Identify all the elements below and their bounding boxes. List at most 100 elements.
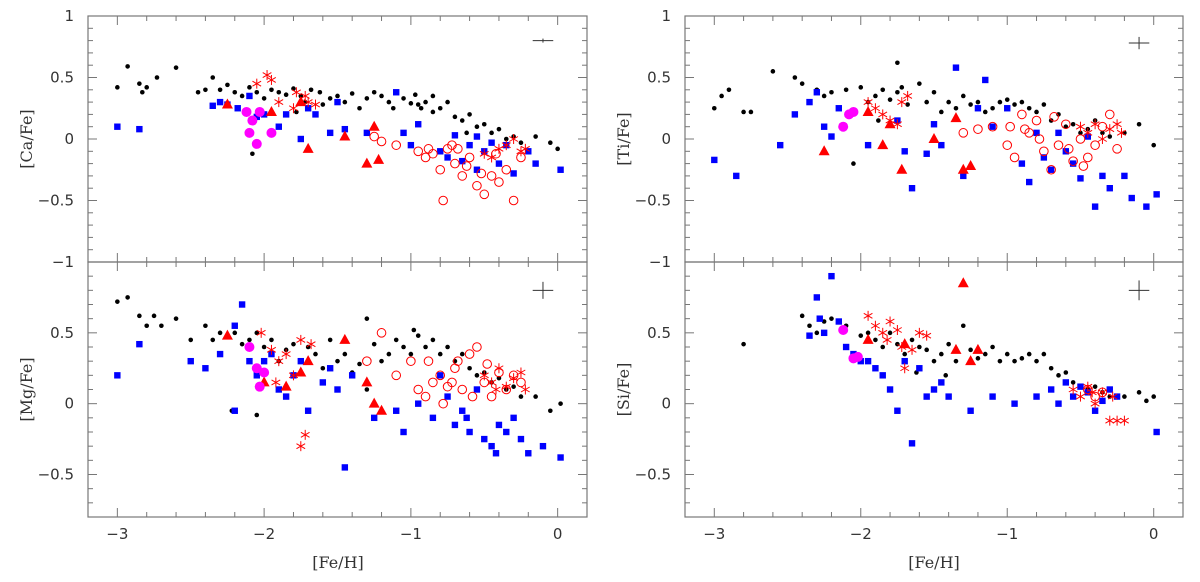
point-red-asterisk [494,363,504,374]
point-red-circle [413,384,424,395]
y-axis-label: [Si/Fe] [614,363,633,417]
point-black-dot [1100,130,1105,136]
point-black-dot [503,136,509,142]
point-black-dot [1041,351,1047,357]
point-red-asterisk [1119,415,1129,426]
point-black-dot [452,114,458,120]
y-axis-label: [Ti/Fe] [614,112,633,165]
point-black-dot [408,351,414,357]
point-black-dot [445,344,450,350]
point-red-asterisk [252,78,262,89]
point-blue-square [231,322,238,329]
point-blue-square [813,294,821,301]
point-blue-square [532,160,539,167]
point-blue-square [539,442,547,450]
plot-frame [87,15,588,263]
point-red-circle [1005,121,1015,132]
point-blue-square [334,98,341,106]
point-red-circle [1034,134,1045,144]
point-black-dot [1070,380,1076,385]
point-red-circle [1039,146,1049,157]
point-black-dot [276,89,282,95]
point-red-circle [479,189,490,200]
point-red-asterisk [885,316,895,327]
point-black-dot [533,134,538,139]
point-blue-square [1055,400,1062,407]
y-tick-label: 0.5 [647,324,671,342]
point-blue-square [510,170,517,177]
point-black-dot [873,93,878,99]
point-black-dot [115,299,120,304]
point-red-asterisk [903,90,913,101]
point-red-circle [376,136,387,147]
point-red-triangle [302,142,314,153]
point-black-dot [390,105,396,111]
point-red-triangle [957,277,969,288]
point-black-dot [247,85,252,90]
point-red-circle [438,398,448,409]
point-blue-square [238,301,246,308]
point-red-triangle [221,98,233,109]
point-blue-square [253,113,260,121]
point-red-circle [457,171,468,181]
y-tick-label: −1 [52,253,74,271]
point-blue-square [1062,148,1070,155]
point-black-dot [917,344,922,350]
point-black-dot [917,81,922,86]
point-red-asterisk [897,97,907,108]
point-black-dot [1136,121,1142,127]
point-blue-square [275,386,282,393]
point-black-dot [1092,384,1098,389]
point-black-dot [154,75,160,80]
point-red-asterisk [907,344,917,355]
point-blue-square [334,386,341,393]
point-blue-square [828,272,835,280]
point-blue-square [260,111,268,118]
point-blue-square [525,450,532,457]
point-blue-square [415,400,422,407]
point-red-asterisk [487,152,497,163]
point-blue-square [488,139,495,146]
point-red-circle [369,131,379,142]
point-black-dot [924,99,929,105]
point-blue-square [216,350,224,358]
point-blue-square [1106,386,1113,393]
point-red-circle [362,356,372,366]
data-points [741,272,1160,447]
point-blue-square [326,365,334,372]
point-black-dot [990,344,995,350]
point-black-dot [1063,124,1069,129]
point-blue-square [282,393,290,400]
point-blue-square [813,89,821,96]
x-tick-label: −3 [703,525,725,543]
point-red-asterisk [306,339,316,350]
point-black-dot [430,109,436,115]
point-black-dot [459,118,465,123]
y-tick-label: 0 [64,395,74,413]
point-blue-square [136,125,143,133]
point-red-circle [453,356,463,366]
point-black-dot [379,93,384,99]
point-blue-square [923,150,930,157]
point-red-triangle [339,130,351,141]
point-red-circle [472,180,482,191]
point-red-asterisk [863,310,873,321]
point-blue-square [231,407,238,414]
point-black-dot [792,75,798,80]
point-red-circle [508,195,519,206]
point-red-triangle [862,333,874,344]
y-tick-label: −0.5 [635,466,671,484]
point-magenta-dot [241,106,252,117]
point-blue-square [525,148,532,155]
point-blue-square [901,148,908,155]
point-blue-square [341,125,349,133]
point-blue-square [1033,129,1040,137]
point-red-asterisk [491,384,501,395]
point-black-dot [880,87,886,93]
point-blue-square [806,98,813,106]
point-black-dot [939,351,944,357]
point-red-asterisk [914,327,924,338]
point-black-dot [968,102,973,107]
point-blue-square [260,357,268,365]
point-black-dot [1019,356,1025,361]
